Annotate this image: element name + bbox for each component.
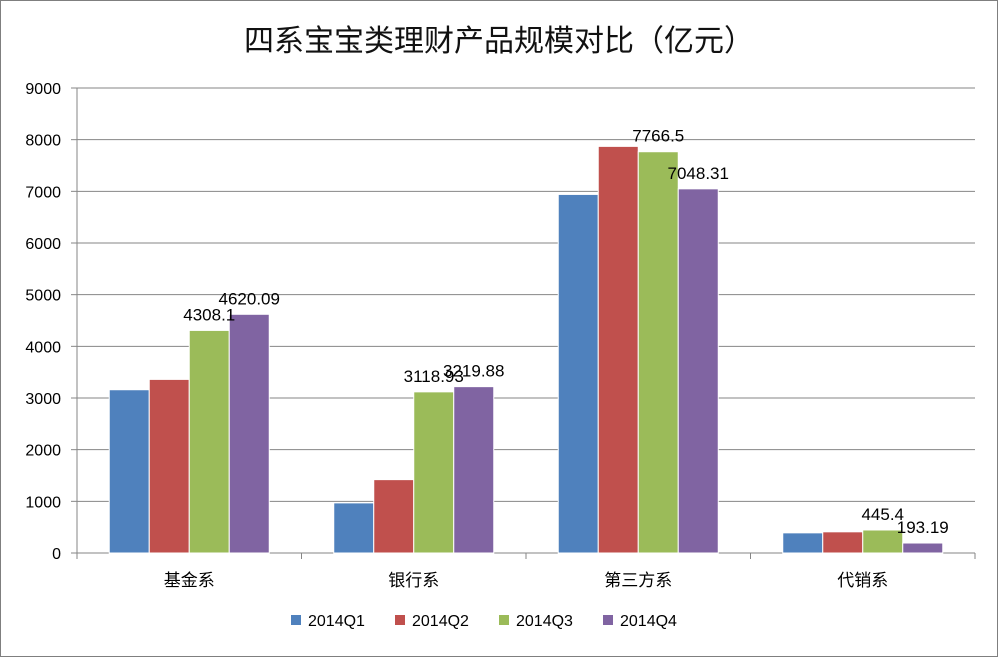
y-tick-label: 6000 — [25, 236, 61, 253]
bar-2014Q1-2 — [557, 193, 599, 554]
data-label: 4620.09 — [219, 289, 280, 308]
legend-label: 2014Q3 — [516, 613, 573, 630]
y-tick-label: 0 — [52, 546, 61, 563]
category-label: 基金系 — [164, 571, 215, 591]
data-label: 7048.31 — [668, 164, 729, 183]
y-tick-label: 2000 — [25, 443, 61, 460]
category-label: 代销系 — [837, 571, 888, 591]
legend-swatch-2014Q4 — [603, 615, 613, 625]
bar-2014Q2-0 — [148, 378, 190, 554]
legend-swatch-2014Q1 — [291, 615, 301, 625]
data-label: 7766.5 — [632, 127, 684, 146]
legend-label: 2014Q4 — [620, 613, 677, 630]
y-tick-label: 9000 — [25, 81, 61, 98]
y-tick-label: 7000 — [25, 184, 61, 201]
data-label: 4308.1 — [183, 305, 235, 324]
legend: 2014Q1 2014Q2 2014Q3 2014Q4 — [291, 613, 677, 630]
chart-title: 四系宝宝类理财产品规模对比（亿元） — [244, 24, 754, 59]
bar-2014Q2-2 — [597, 145, 639, 554]
category-label: 第三方系 — [604, 571, 672, 591]
bar-2014Q1-1 — [333, 502, 375, 554]
data-label: 3118.93 — [404, 367, 464, 386]
bar-2014Q3-2 — [637, 151, 679, 554]
legend-swatch-2014Q3 — [499, 615, 509, 625]
y-tick-label: 1000 — [25, 494, 61, 511]
bar-2014Q4-0 — [228, 313, 270, 554]
bar-2014Q2-3 — [822, 531, 864, 554]
data-label: 193.19 — [897, 518, 949, 537]
bar-2014Q4-3 — [902, 542, 944, 554]
data-label: 3219.88 — [443, 362, 504, 381]
bar-2014Q2-1 — [373, 479, 415, 554]
bar-2014Q1-3 — [782, 532, 824, 554]
bar-2014Q1-0 — [108, 389, 150, 554]
bar-2014Q3-0 — [188, 329, 230, 554]
legend-label: 2014Q1 — [308, 613, 365, 630]
category-label: 银行系 — [388, 571, 439, 591]
bar-2014Q3-1 — [413, 391, 455, 554]
bar-2014Q3-3 — [862, 529, 904, 554]
bar-2014Q4-2 — [677, 188, 719, 554]
bar-2014Q4-1 — [453, 386, 495, 554]
axes: 0 1000 2000 3000 4000 5000 6000 7000 8000 9000 基金系… — [25, 81, 976, 591]
data-label: 445.4 — [861, 505, 904, 524]
bars — [108, 145, 944, 554]
y-tick-label: 5000 — [25, 288, 61, 305]
y-tick-label: 3000 — [25, 391, 61, 408]
legend-label: 2014Q2 — [412, 613, 469, 630]
legend-swatch-2014Q2 — [395, 615, 405, 625]
y-tick-label: 4000 — [25, 339, 61, 356]
y-tick-label: 8000 — [25, 133, 61, 150]
